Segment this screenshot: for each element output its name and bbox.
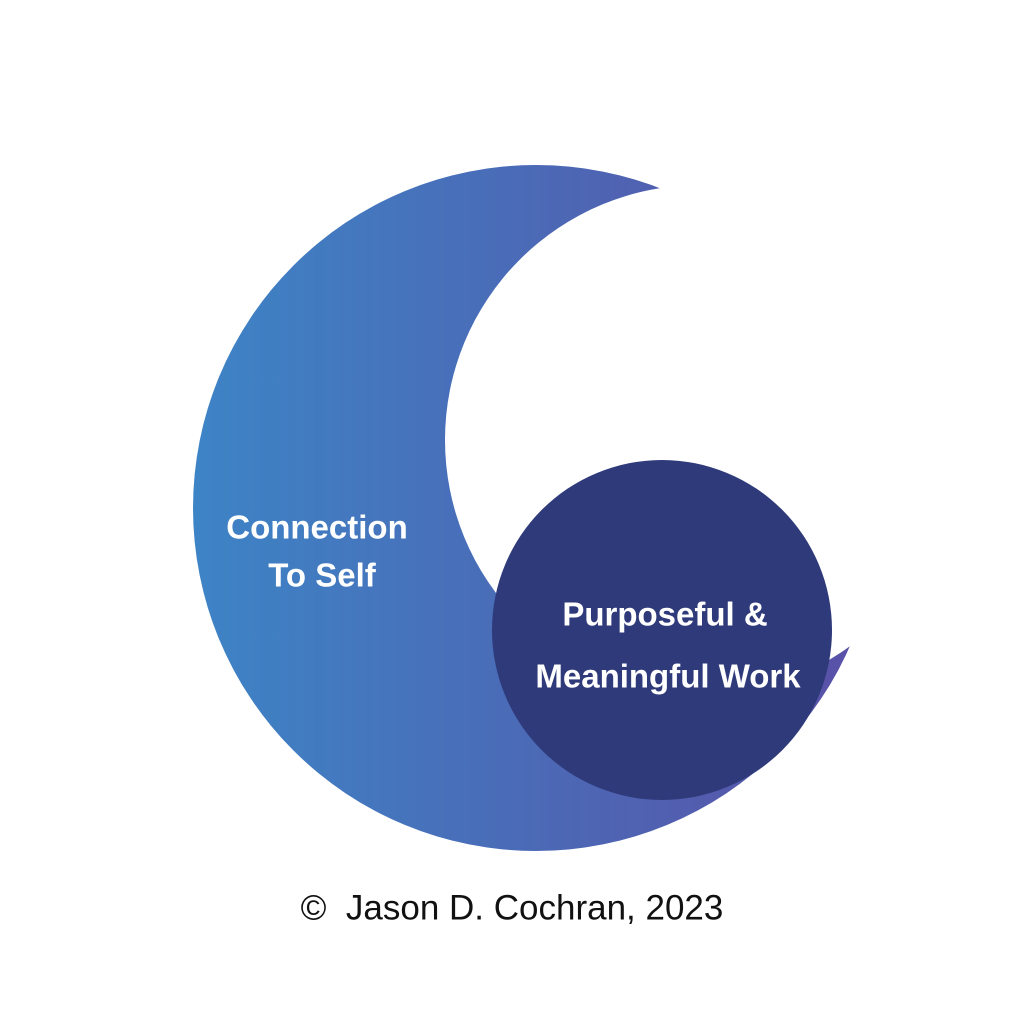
right-label: Purposeful & (562, 596, 767, 633)
left-label: Connection (226, 509, 407, 546)
copyright: © Jason D. Cochran, 2023 (301, 888, 724, 927)
left-label: To Self (268, 557, 377, 594)
right-label: Meaningful Work (535, 658, 801, 695)
work-circle (492, 460, 832, 800)
